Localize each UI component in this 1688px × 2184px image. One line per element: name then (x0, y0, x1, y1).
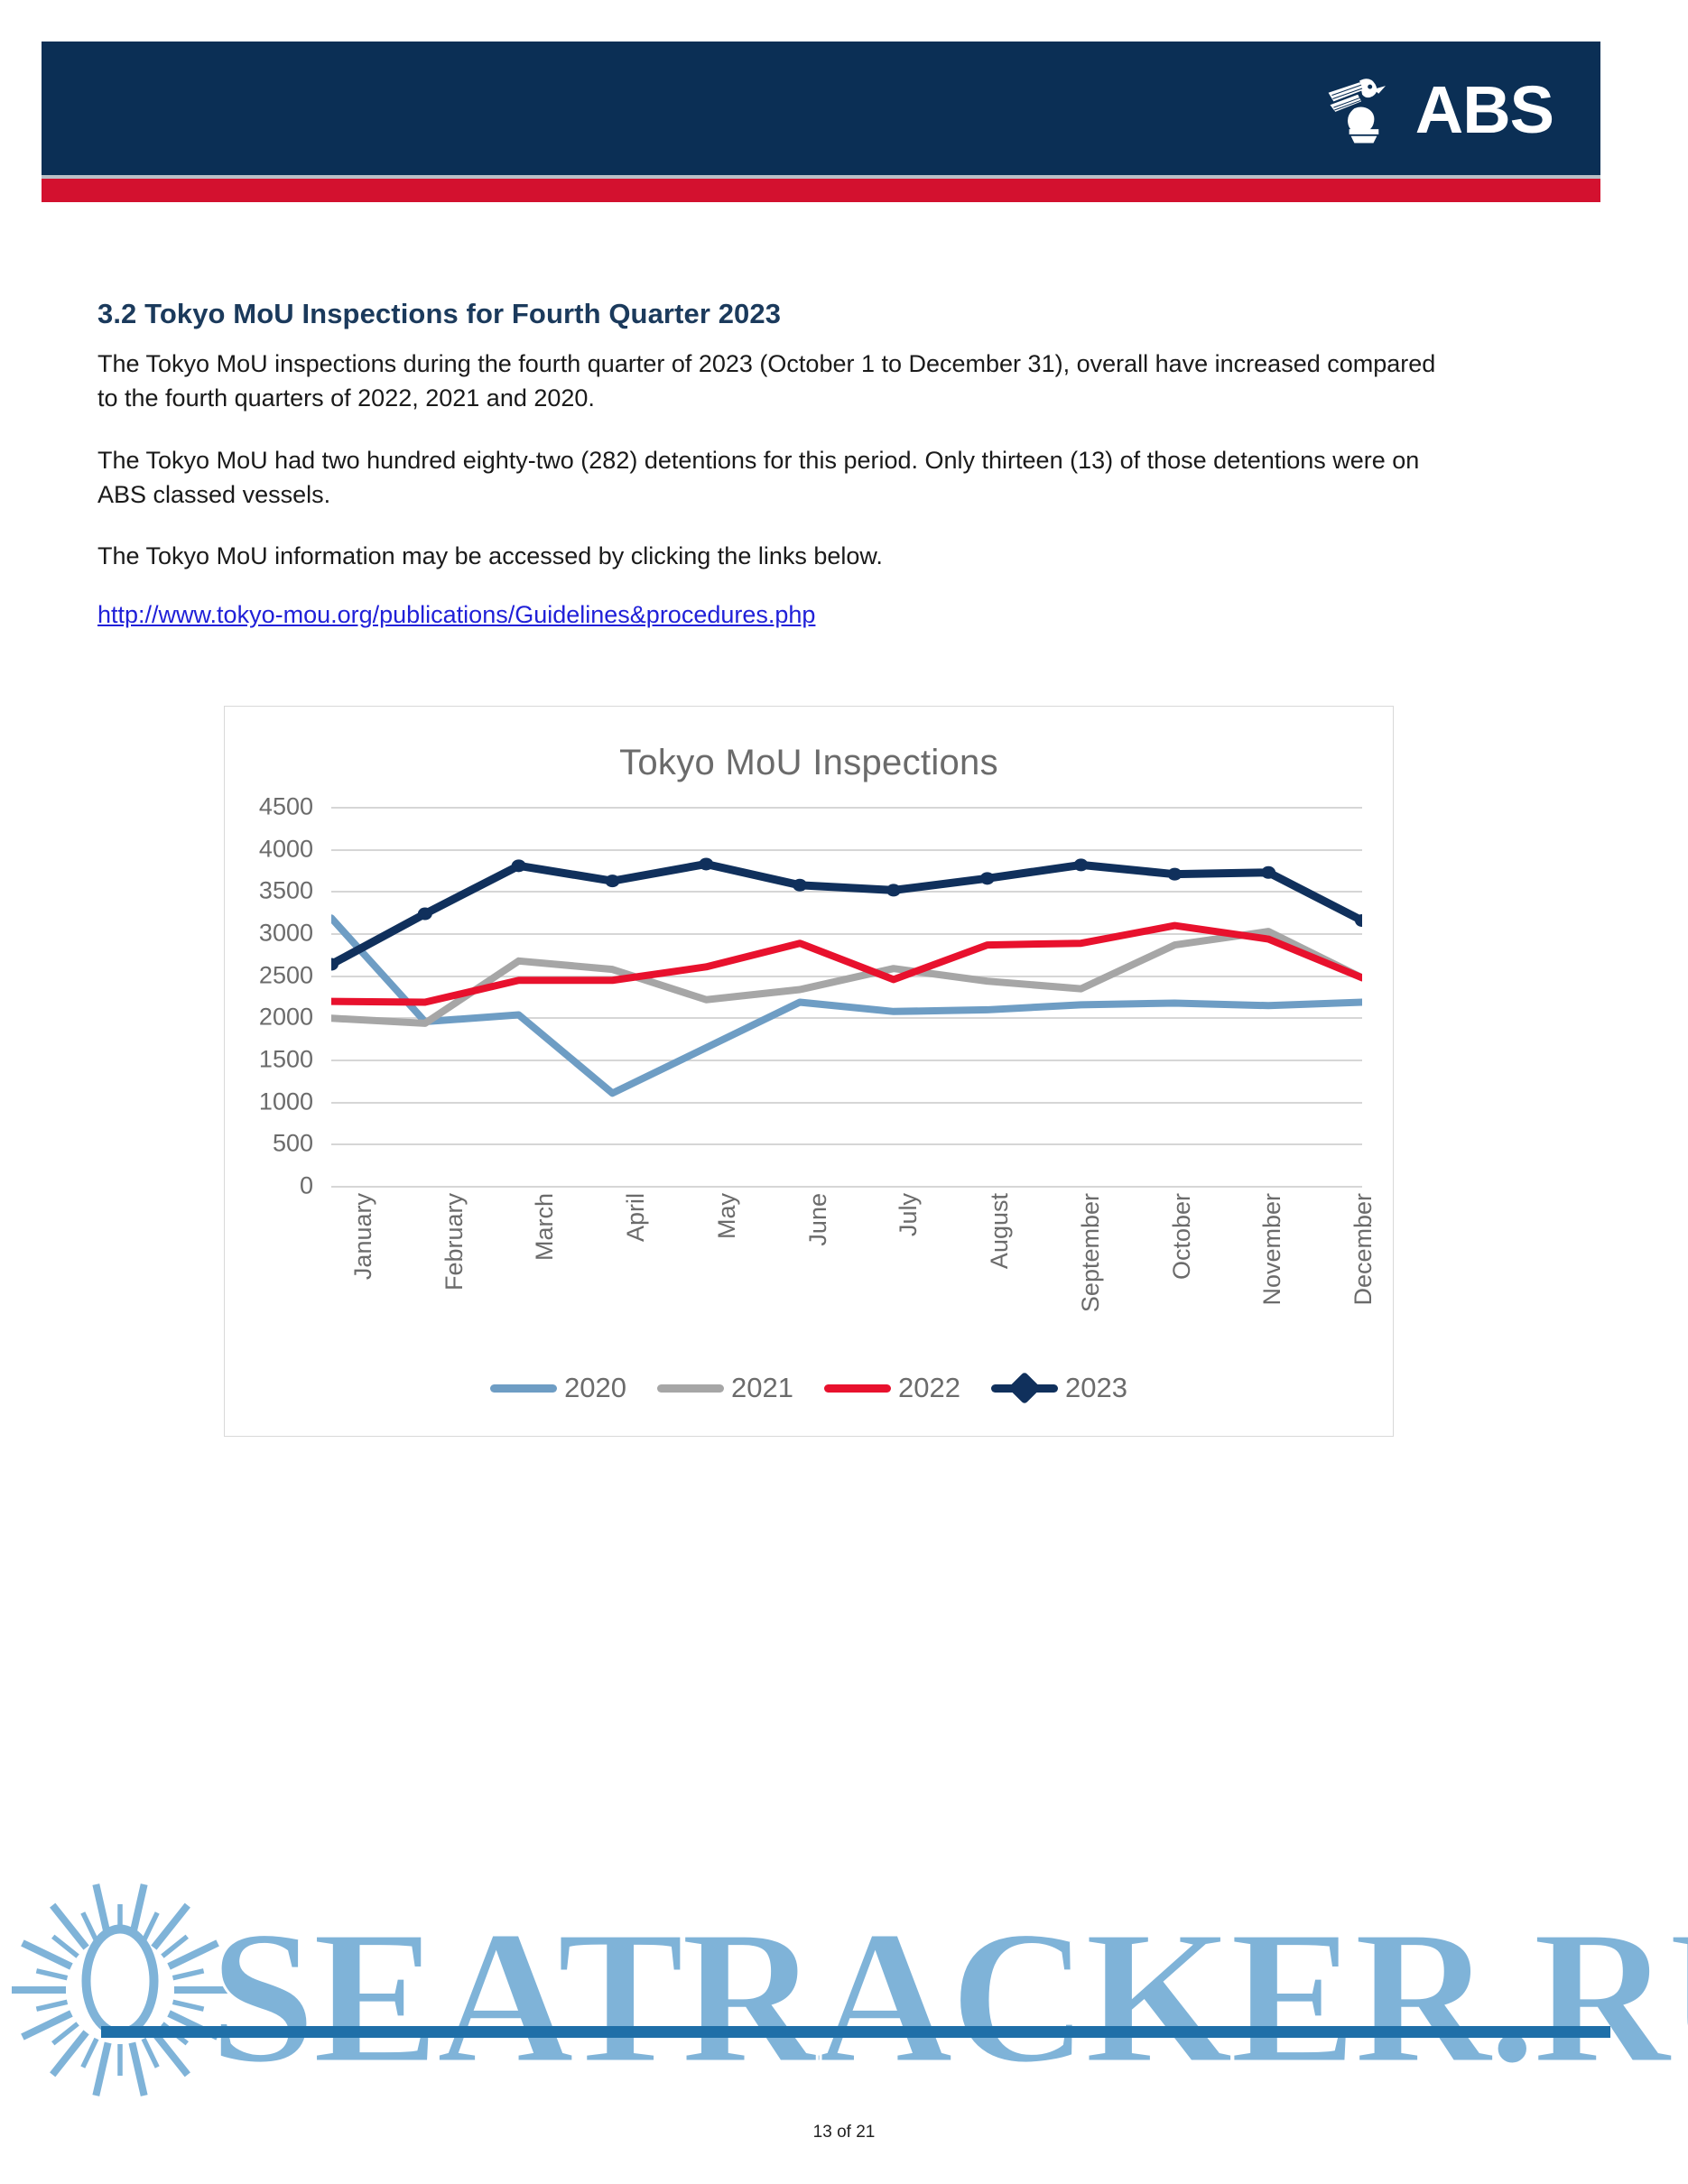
chart-series-line-2023 (331, 864, 1362, 964)
y-axis-tick-label: 3000 (258, 919, 313, 947)
legend-item-2023[interactable]: 2023 (990, 1371, 1127, 1405)
y-axis-tick-label: 3500 (258, 876, 313, 904)
x-axis-tick-label: August (986, 1193, 1014, 1270)
legend-label: 2021 (731, 1372, 793, 1403)
chart-data-point-2023 (511, 859, 526, 873)
legend-swatch-icon (824, 1384, 891, 1393)
chart-data-point-2023 (793, 878, 808, 892)
y-axis-tick-label: 4500 (258, 792, 313, 820)
seatracker-watermark: SEATRACKER.RU (0, 1855, 1688, 2152)
chart-series-line-2021 (331, 931, 1362, 1023)
chart-title: Tokyo MoU Inspections (619, 743, 998, 782)
legend-item-2021[interactable]: 2021 (657, 1372, 793, 1404)
chart-gridline (331, 1060, 1362, 1061)
header-divider-rule (42, 175, 1600, 179)
x-axis-tick-label: September (1076, 1193, 1104, 1313)
abs-logo: ABS (1320, 67, 1554, 153)
watermark-bar (101, 2026, 1610, 2038)
y-axis-tick-label: 0 (299, 1171, 313, 1199)
legend-swatch-icon (657, 1384, 725, 1393)
legend-label: 2020 (564, 1372, 627, 1403)
chart-data-point-2023 (1261, 865, 1276, 879)
legend-label: 2023 (1064, 1372, 1127, 1403)
chart-data-point-2023 (979, 872, 995, 885)
chart-data-point-2023 (417, 907, 432, 921)
section-heading: 3.2 Tokyo MoU Inspections for Fourth Qua… (97, 298, 782, 329)
chart-x-axis: January February March April May June July Augu… (349, 1186, 1377, 1366)
y-axis-tick-label: 2000 (258, 1003, 313, 1031)
x-axis-tick-label: January (349, 1193, 376, 1281)
legend-item-2022[interactable]: 2022 (824, 1372, 960, 1404)
chart-data-point-2023 (605, 875, 620, 888)
y-axis-tick-label: 4000 (258, 835, 313, 863)
legend-label: 2022 (898, 1372, 960, 1403)
tokyo-mou-link[interactable]: http://www.tokyo-mou.org/publications/Gu… (97, 600, 816, 628)
chart-data-point-2023 (331, 958, 339, 971)
y-axis-tick-label: 2500 (258, 961, 313, 989)
chart-legend: 2020 2021 2022 2023 (225, 1371, 1393, 1405)
chart-gridline (331, 807, 1362, 809)
watermark-text: SEATRACKER.RU (209, 1890, 1688, 2105)
x-axis-tick-label: November (1258, 1193, 1286, 1306)
chart-series-line-2022 (331, 926, 1362, 1003)
chart-plot-area: 4500 4000 3500 3000 2500 2000 1500 1000 500 0 (225, 793, 1362, 1199)
header-navy-band: ABS (42, 42, 1600, 175)
chart-gridline (331, 848, 1362, 851)
chart-data-point-2023 (1073, 858, 1089, 872)
x-axis-tick-label: June (803, 1193, 831, 1246)
chart-gridline (331, 1143, 1362, 1146)
x-axis-tick-label: April (622, 1193, 650, 1243)
x-axis-tick-label: December (1349, 1193, 1377, 1306)
chart-series-line-2020 (331, 918, 1362, 1093)
sunburst-icon (7, 1873, 233, 2116)
abs-wordmark: ABS (1414, 72, 1554, 147)
y-axis-tick-label: 500 (272, 1129, 313, 1157)
paragraph-links-intro: The Tokyo MoU information may be accesse… (97, 542, 883, 570)
page-header: ABS (42, 42, 1600, 202)
page-number-footer: 13 of 21 (812, 2123, 876, 2142)
chart-y-axis: 4500 4000 3500 3000 2500 2000 1500 1000 500 0 (225, 793, 322, 1199)
document-body: 3.2 Tokyo MoU Inspections for Fourth Qua… (97, 298, 1470, 629)
abs-eagle-shield-logo-icon (1320, 67, 1406, 153)
chart-gridline (331, 1017, 1362, 1020)
y-axis-tick-label: 1000 (258, 1087, 313, 1115)
x-axis-tick-label: October (1167, 1193, 1195, 1281)
chart-gridline (331, 891, 1362, 893)
tokyo-mou-inspections-chart: Tokyo MoU Inspections 4500 4000 3500 3000 25… (224, 706, 1394, 1437)
chart-gridline (331, 933, 1362, 935)
chart-data-point-2023 (1355, 914, 1362, 927)
legend-marker-icon (1007, 1371, 1042, 1405)
paragraph-detentions: The Tokyo MoU had two hundred eighty-two… (97, 446, 1420, 508)
paragraph-intro: The Tokyo MoU inspections during the fou… (97, 350, 1436, 412)
chart-plot (331, 807, 1362, 1188)
chart-gridline (331, 1101, 1362, 1104)
x-axis-tick-label: March (531, 1193, 559, 1262)
legend-swatch-icon (490, 1384, 558, 1393)
x-axis-tick-label: February (440, 1193, 468, 1291)
y-axis-tick-label: 1500 (258, 1045, 313, 1073)
x-axis-tick-label: May (712, 1193, 740, 1240)
header-red-accent-bar (42, 179, 1600, 202)
chart-data-point-2023 (699, 857, 714, 871)
legend-swatch-icon (990, 1371, 1058, 1405)
chart-gridline (331, 1186, 1362, 1188)
x-axis-tick-label: July (895, 1193, 923, 1237)
chart-data-point-2023 (886, 884, 901, 897)
chart-data-point-2023 (1167, 867, 1183, 881)
legend-item-2020[interactable]: 2020 (490, 1372, 626, 1404)
